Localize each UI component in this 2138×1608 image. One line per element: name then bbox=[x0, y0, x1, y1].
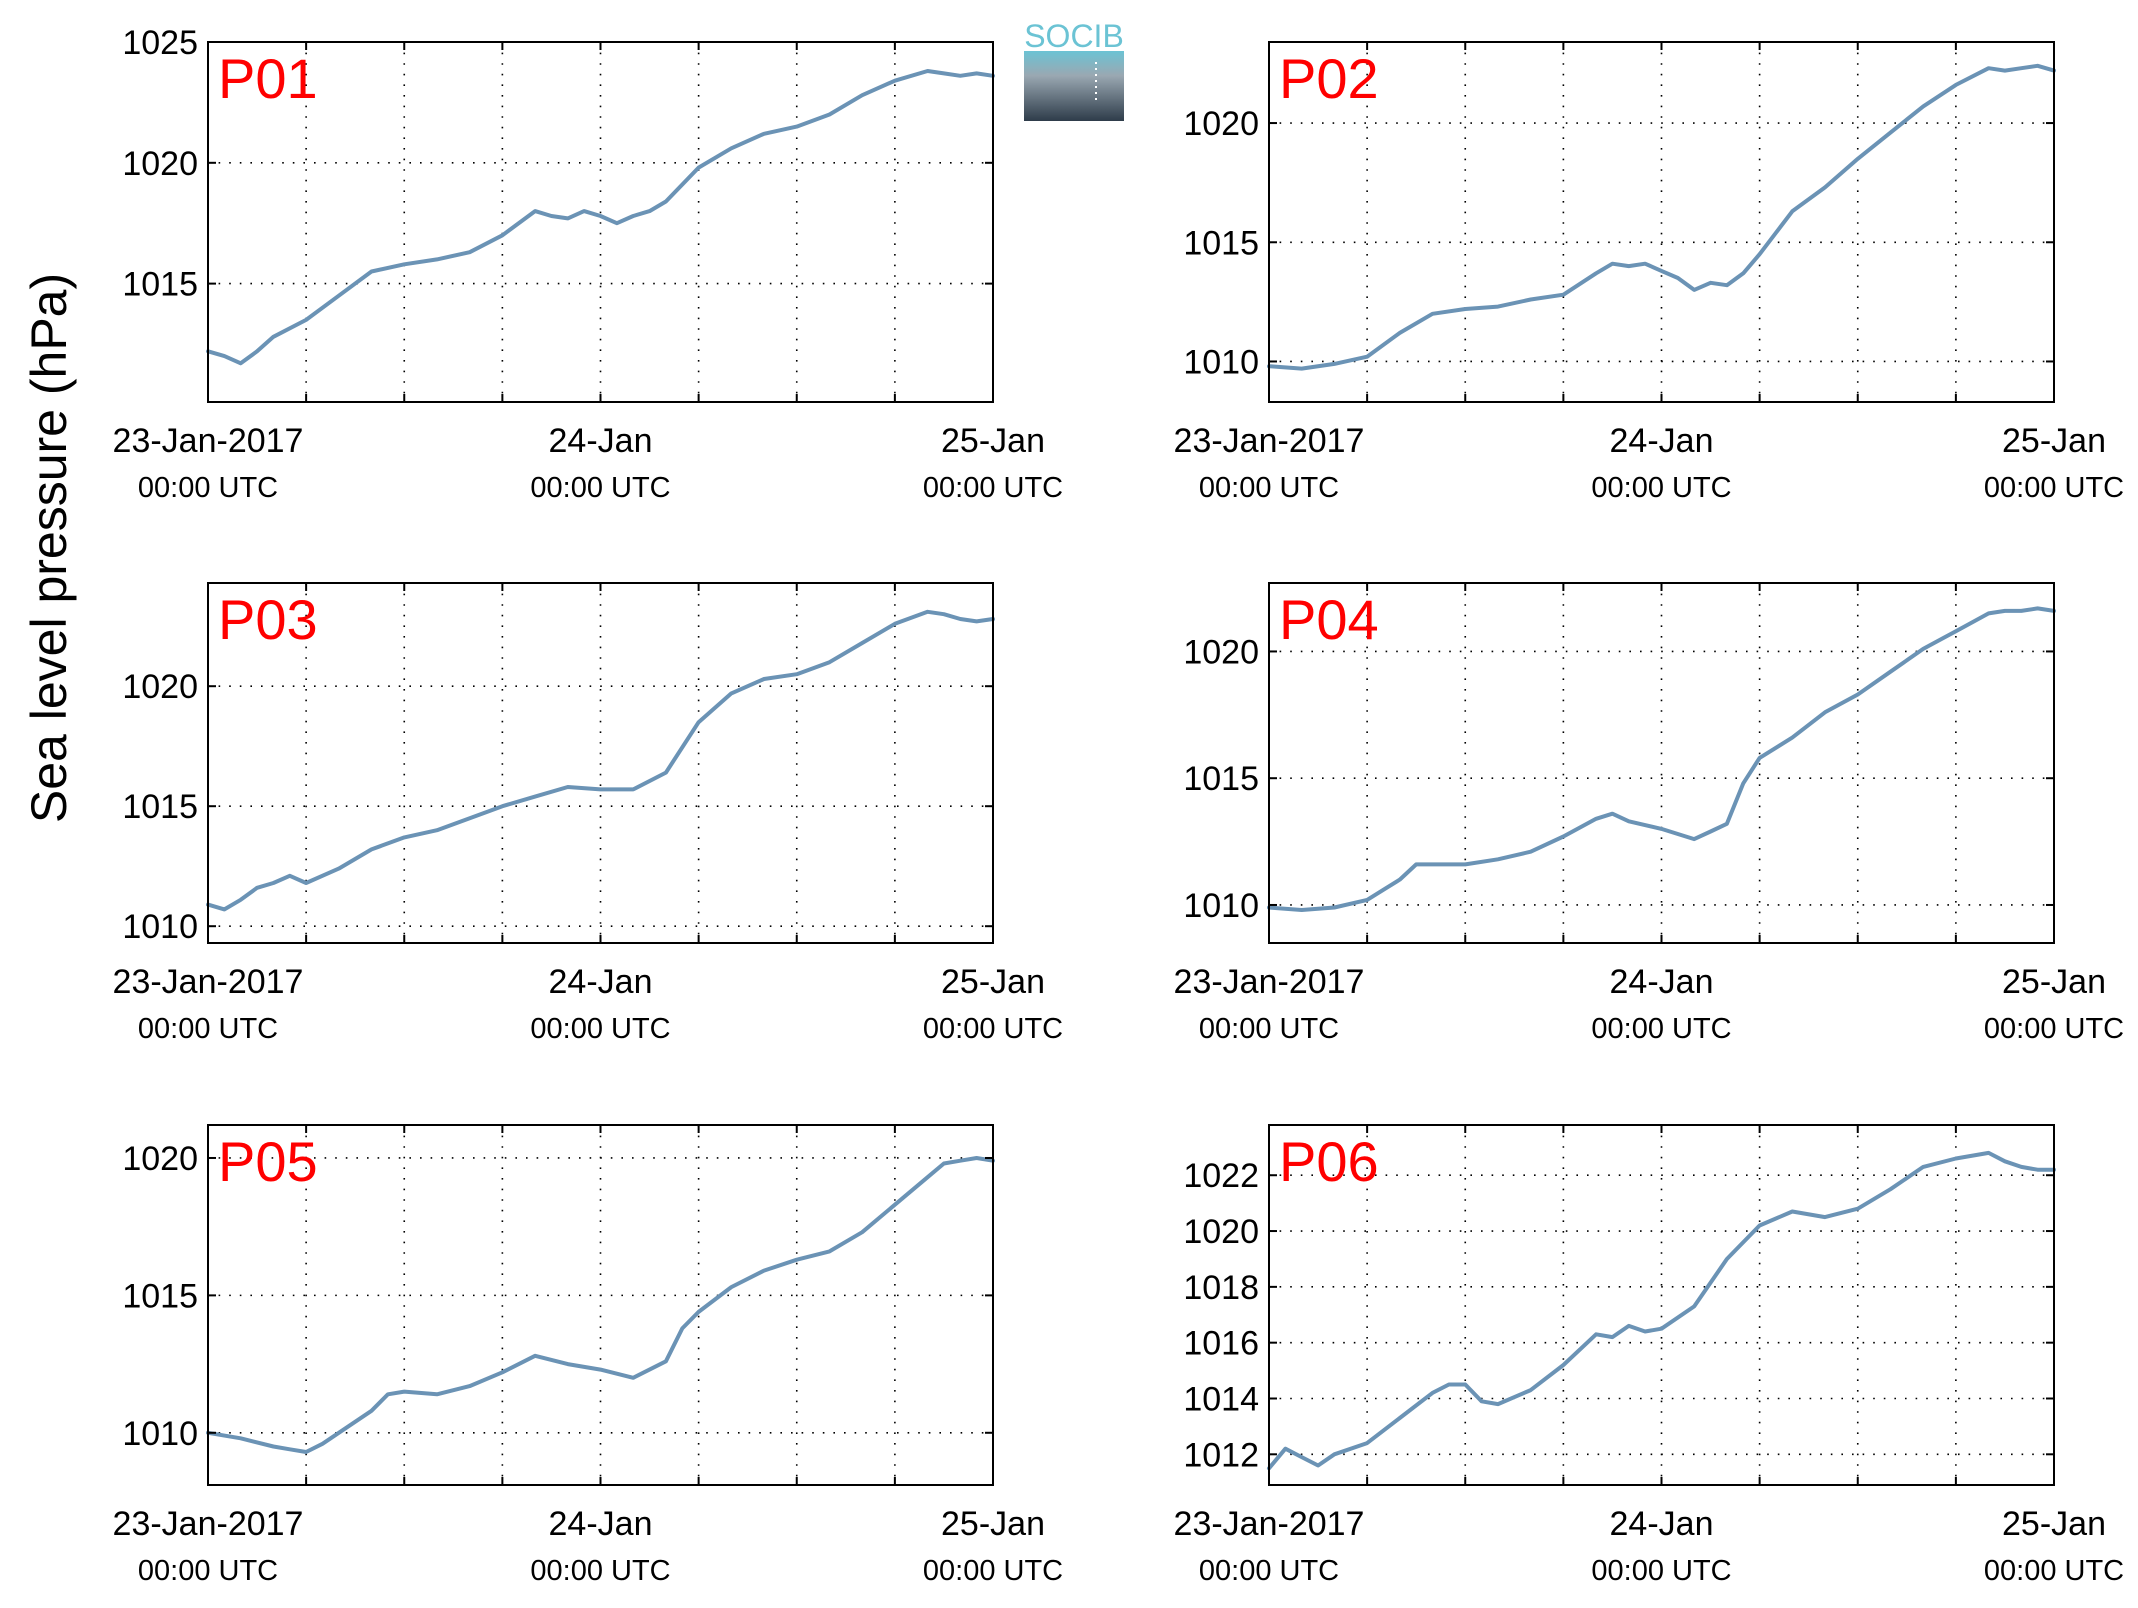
y-tick-label: 1010 bbox=[1183, 887, 1259, 925]
x-tick-date-label: 23-Jan-2017 bbox=[1174, 422, 1365, 460]
y-tick-label: 1016 bbox=[1183, 1325, 1259, 1363]
x-tick-time-label: 00:00 UTC bbox=[1199, 472, 1339, 504]
y-tick-label: 1015 bbox=[122, 1277, 198, 1315]
y-tick-label: 1010 bbox=[122, 908, 198, 946]
x-tick-date-label: 23-Jan-2017 bbox=[1174, 963, 1365, 1001]
x-tick-date-label: 24-Jan bbox=[1610, 422, 1714, 460]
y-tick-label: 1020 bbox=[122, 145, 198, 183]
x-tick-time-label: 00:00 UTC bbox=[1591, 1013, 1731, 1045]
y-tick-label: 1025 bbox=[122, 24, 198, 62]
chart-panel-p04: 1010 1015 1020 23-Jan-2017 00:00 UTC 24-Jan 00… bbox=[1174, 582, 2124, 1045]
x-tick-date-label: 24-Jan bbox=[549, 422, 653, 460]
y-tick-label: 1015 bbox=[1183, 224, 1259, 262]
station-label: P02 bbox=[1279, 47, 1379, 110]
y-tick-label: 1020 bbox=[122, 668, 198, 706]
station-label: P04 bbox=[1279, 588, 1379, 651]
y-tick-label: 1020 bbox=[1183, 105, 1259, 143]
chart-panel-p03: 1010 1015 1020 23-Jan-2017 00:00 UTC 24-Jan 00… bbox=[113, 582, 1063, 1045]
socib-logo: SOCIB bbox=[1024, 18, 1124, 121]
x-tick-time-label: 00:00 UTC bbox=[923, 472, 1063, 504]
station-label: P03 bbox=[218, 588, 318, 651]
series-line-p04 bbox=[1267, 606, 2056, 912]
x-tick-date-label: 25-Jan bbox=[941, 1505, 1045, 1543]
x-tick-date-label: 24-Jan bbox=[549, 1505, 653, 1543]
x-tick-time-label: 00:00 UTC bbox=[530, 472, 670, 504]
series-line-p01 bbox=[206, 69, 995, 366]
x-tick-date-label: 24-Jan bbox=[549, 963, 653, 1001]
x-tick-time-label: 00:00 UTC bbox=[1984, 472, 2124, 504]
x-tick-date-label: 23-Jan-2017 bbox=[1174, 1505, 1365, 1543]
x-tick-time-label: 00:00 UTC bbox=[1591, 1555, 1731, 1587]
chart-panel-p01: 1015 1020 1025 23-Jan-2017 00:00 UTC 24-Jan 00… bbox=[113, 24, 1064, 504]
y-tick-label: 1022 bbox=[1183, 1157, 1259, 1195]
x-tick-time-label: 00:00 UTC bbox=[1199, 1555, 1339, 1587]
x-tick-time-label: 00:00 UTC bbox=[1984, 1555, 2124, 1587]
y-tick-label: 1010 bbox=[1183, 343, 1259, 381]
series-line-p02 bbox=[1267, 63, 2056, 371]
station-label: P06 bbox=[1279, 1130, 1379, 1193]
logo-text: SOCIB bbox=[1024, 18, 1124, 54]
station-label: P05 bbox=[218, 1130, 318, 1193]
x-tick-time-label: 00:00 UTC bbox=[138, 472, 278, 504]
series-line-p05 bbox=[206, 1156, 995, 1454]
x-tick-date-label: 25-Jan bbox=[941, 422, 1045, 460]
y-tick-label: 1020 bbox=[1183, 1213, 1259, 1251]
y-tick-label: 1015 bbox=[122, 788, 198, 826]
y-tick-label: 1010 bbox=[122, 1415, 198, 1453]
x-tick-time-label: 00:00 UTC bbox=[1591, 472, 1731, 504]
x-tick-date-label: 25-Jan bbox=[2002, 422, 2106, 460]
x-tick-date-label: 23-Jan-2017 bbox=[113, 963, 304, 1001]
station-label: P01 bbox=[218, 47, 318, 110]
y-tick-label: 1018 bbox=[1183, 1269, 1259, 1307]
y-tick-label: 1012 bbox=[1183, 1436, 1259, 1474]
x-tick-time-label: 00:00 UTC bbox=[923, 1555, 1063, 1587]
y-tick-label: 1015 bbox=[1183, 760, 1259, 798]
x-tick-time-label: 00:00 UTC bbox=[530, 1555, 670, 1587]
x-tick-time-label: 00:00 UTC bbox=[530, 1013, 670, 1045]
x-tick-date-label: 25-Jan bbox=[2002, 963, 2106, 1001]
x-tick-time-label: 00:00 UTC bbox=[923, 1013, 1063, 1045]
x-tick-date-label: 23-Jan-2017 bbox=[113, 1505, 304, 1543]
x-tick-time-label: 00:00 UTC bbox=[1984, 1013, 2124, 1045]
x-tick-date-label: 25-Jan bbox=[941, 963, 1045, 1001]
chart-panel-p05: 1010 1015 1020 23-Jan-2017 00:00 UTC 24-Jan 00… bbox=[113, 1124, 1063, 1587]
x-tick-date-label: 23-Jan-2017 bbox=[113, 422, 304, 460]
chart-panel-p02: 1010 1015 1020 23-Jan-2017 00:00 UTC 24-Jan 00… bbox=[1174, 41, 2124, 504]
x-tick-date-label: 24-Jan bbox=[1610, 1505, 1714, 1543]
y-tick-label: 1020 bbox=[1183, 633, 1259, 671]
chart-panel-p06: 1012 1014 1016 1018 1020 1022 23-Jan-2017 00:00… bbox=[1174, 1124, 2124, 1587]
y-tick-label: 1020 bbox=[122, 1140, 198, 1178]
x-tick-time-label: 00:00 UTC bbox=[1199, 1013, 1339, 1045]
x-tick-time-label: 00:00 UTC bbox=[138, 1013, 278, 1045]
x-tick-date-label: 25-Jan bbox=[2002, 1505, 2106, 1543]
y-tick-label: 1015 bbox=[122, 266, 198, 304]
y-tick-label: 1014 bbox=[1183, 1380, 1259, 1418]
x-tick-time-label: 00:00 UTC bbox=[138, 1555, 278, 1587]
x-tick-date-label: 24-Jan bbox=[1610, 963, 1714, 1001]
chart-panels: 1015 1020 1025 23-Jan-2017 00:00 UTC 24-Jan 00… bbox=[113, 24, 2125, 1587]
series-line-p03 bbox=[206, 609, 995, 912]
y-axis-label: Sea level pressure (hPa) bbox=[21, 273, 77, 823]
logo-block bbox=[1024, 51, 1124, 121]
series-line-p06 bbox=[1267, 1150, 2056, 1471]
